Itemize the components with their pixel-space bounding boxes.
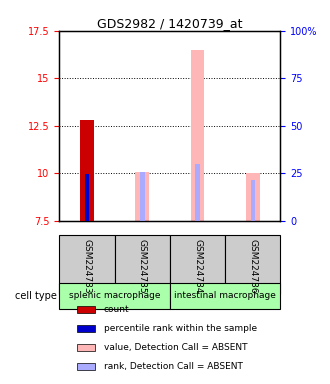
Text: GSM224733: GSM224733 <box>82 239 91 293</box>
FancyBboxPatch shape <box>170 283 280 309</box>
Text: percentile rank within the sample: percentile rank within the sample <box>104 324 257 333</box>
Bar <box>195 164 200 220</box>
Text: GSM224734: GSM224734 <box>193 239 202 293</box>
Bar <box>77 344 95 351</box>
Bar <box>77 325 95 332</box>
Bar <box>251 180 255 220</box>
Bar <box>80 120 94 220</box>
FancyBboxPatch shape <box>115 235 170 294</box>
Text: intestinal macrophage: intestinal macrophage <box>174 291 276 300</box>
FancyBboxPatch shape <box>225 235 280 294</box>
Text: rank, Detection Call = ABSENT: rank, Detection Call = ABSENT <box>104 362 243 371</box>
Bar <box>246 173 260 220</box>
FancyBboxPatch shape <box>59 235 115 294</box>
Bar <box>140 172 145 220</box>
Bar <box>77 306 95 313</box>
Bar <box>135 172 149 220</box>
Bar <box>85 174 89 220</box>
Text: cell type: cell type <box>15 291 57 301</box>
Bar <box>77 363 95 370</box>
Title: GDS2982 / 1420739_at: GDS2982 / 1420739_at <box>97 17 243 30</box>
Text: GSM224735: GSM224735 <box>138 239 147 293</box>
Text: splenic macrophage: splenic macrophage <box>69 291 160 300</box>
Text: value, Detection Call = ABSENT: value, Detection Call = ABSENT <box>104 343 247 352</box>
FancyBboxPatch shape <box>170 235 225 294</box>
Text: count: count <box>104 305 129 314</box>
FancyBboxPatch shape <box>59 283 170 309</box>
Text: GSM224736: GSM224736 <box>248 239 257 293</box>
Bar <box>191 50 205 220</box>
